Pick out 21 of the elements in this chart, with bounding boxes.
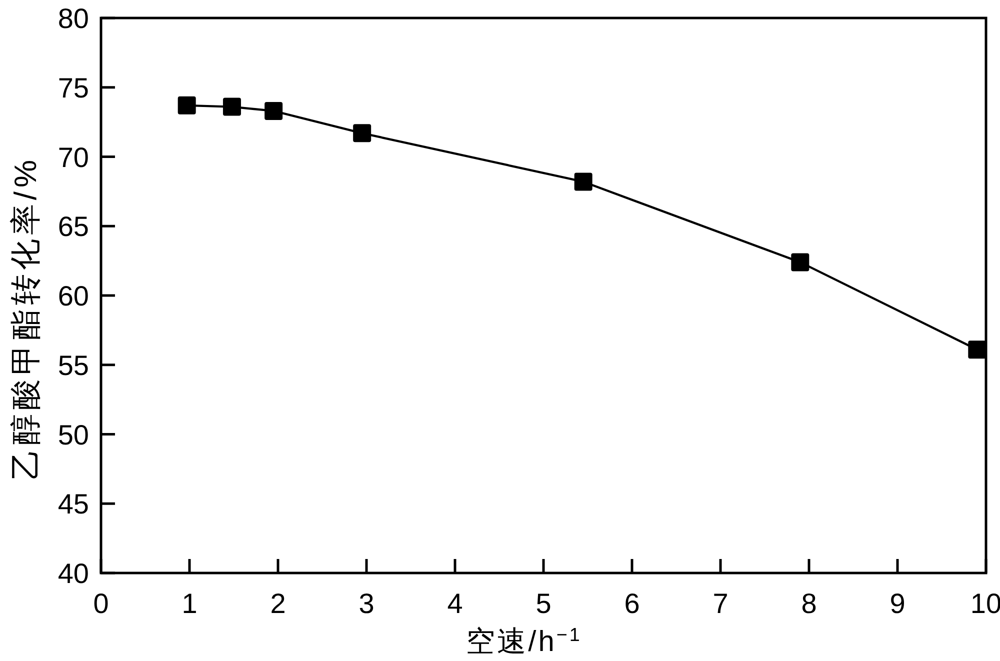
y-tick-label: 75 xyxy=(58,72,89,104)
x-axis-title: 空速/h$^{−1}$ xyxy=(466,624,582,658)
x-tick-label: 4 xyxy=(447,588,463,619)
y-tick-label: 70 xyxy=(58,142,89,173)
y-axis-title: 乙醇酸甲酯转化率/% xyxy=(8,156,43,480)
x-tick-label: 7 xyxy=(712,588,728,619)
y-tick-label: 80 xyxy=(58,3,89,34)
y-tick-label: 55 xyxy=(58,350,89,381)
x-tick-label: 5 xyxy=(536,588,552,619)
x-tick-label: 3 xyxy=(358,588,374,619)
x-tick-label: 0 xyxy=(93,588,109,619)
y-tick-label: 60 xyxy=(58,280,89,312)
x-tick-label: 2 xyxy=(270,588,286,619)
x-tick-label: 1 xyxy=(182,588,198,619)
y-tick-label: 40 xyxy=(58,558,89,589)
x-tick-label: 6 xyxy=(624,588,640,619)
y-tick-label: 45 xyxy=(58,488,89,520)
y-tick-label: 50 xyxy=(58,419,89,450)
y-tick-label: 65 xyxy=(58,211,89,242)
x-tick-label: 9 xyxy=(890,588,906,619)
x-tick-label: 8 xyxy=(801,588,817,619)
